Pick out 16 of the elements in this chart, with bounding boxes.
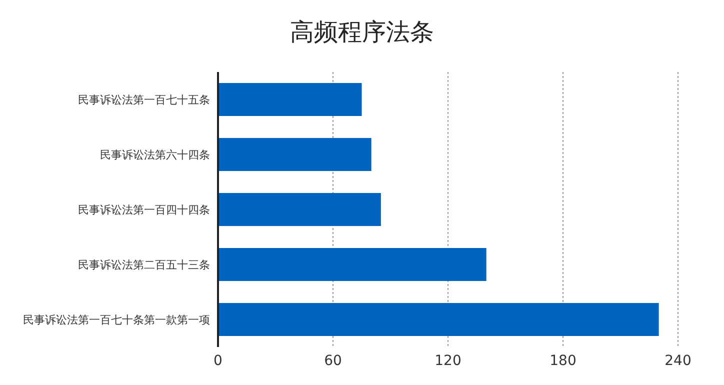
bar: [218, 303, 659, 336]
bar: [218, 248, 486, 281]
y-tick-label: 民事诉讼法第一百七十条第一款第一项: [23, 313, 210, 326]
x-tick-label: 60: [324, 352, 342, 369]
x-tick-label: 240: [664, 352, 692, 369]
y-tick-label: 民事诉讼法第一百七十五条: [78, 93, 210, 106]
chart-title: 高频程序法条: [289, 17, 435, 48]
y-tick-label: 民事诉讼法第六十四条: [100, 148, 210, 162]
x-tick-label: 0: [214, 352, 222, 369]
x-tick-label: 120: [434, 352, 462, 369]
bar: [218, 193, 381, 226]
y-tick-label: 民事诉讼法第二百五十三条: [78, 258, 210, 272]
x-tick-label: 180: [550, 352, 576, 369]
bar: [218, 83, 362, 116]
y-tick-label: 民事诉讼法第一百四十四条: [78, 203, 210, 216]
bar: [218, 138, 372, 171]
